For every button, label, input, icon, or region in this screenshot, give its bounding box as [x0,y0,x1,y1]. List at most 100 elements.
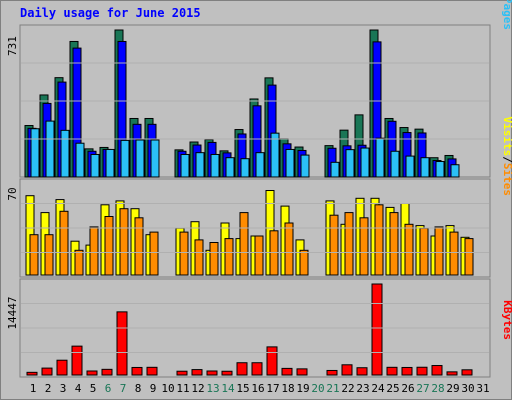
x-tick-label: 18 [281,382,294,395]
x-tick-label: 21 [326,382,339,395]
x-tick-label: 11 [176,382,189,395]
kbytes-bar [416,366,428,376]
legend-hits-files-pages: Hits/Files/Pages [501,0,512,30]
pages-bar [390,150,400,178]
pages-bar [60,129,70,178]
legend-item: Visits [501,117,512,157]
kbytes-bar [131,366,143,376]
x-tick-label: 25 [386,382,399,395]
x-tick-label: 16 [251,382,264,395]
sites-bar [74,249,84,276]
pages-bar [330,161,340,178]
x-tick-label: 9 [150,382,157,395]
x-tick-label: 1 [30,382,37,395]
sites-bar [299,249,309,276]
pages-bar [120,139,130,178]
pages-bar [210,153,220,178]
x-tick-label: 10 [161,382,174,395]
pages-bar [450,164,460,178]
chart-title: Daily usage for June 2015 [20,6,201,20]
kbytes-bar [326,369,338,376]
pages-bar [420,157,430,178]
sites-bar [434,226,444,276]
pages-bar [270,132,280,178]
x-tick-label: 24 [371,382,385,395]
pages-bar [135,139,145,178]
sites-bar [404,223,414,276]
pages-bar [435,161,445,178]
x-tick-label: 26 [401,382,414,395]
x-tick-label: 15 [236,382,249,395]
kbytes-bar [281,367,293,376]
kbytes-bar [221,370,233,376]
pages-bar [405,155,415,178]
kbytes-bar [146,366,158,376]
x-tick-label: 27 [416,382,429,395]
x-tick-label: 22 [341,382,354,395]
kbytes-bar [86,370,98,376]
kbytes-bar [401,366,413,376]
pages-bar [375,137,385,178]
kbytes-bar [446,371,458,376]
y-axis-max-label: 14447 [6,296,19,329]
pages-bar [285,148,295,178]
kbytes-bar [251,362,263,376]
sites-bar [419,227,429,276]
sites-bar [464,238,474,276]
sites-bar [44,234,54,276]
sites-bar [389,212,399,276]
x-tick-label: 6 [105,382,112,395]
sites-bar [179,231,189,276]
kbytes-bar [371,283,383,376]
x-tick-label: 8 [135,382,142,395]
plot-panels [19,24,491,378]
x-tick-label: 23 [356,382,369,395]
x-axis-labels: 1 2 3 4 5 6 7 8 9 10 11 12 13 14 15 16 17 18 19 20 21 22 23 24 2… [30,382,490,395]
legend-separator: / [501,156,512,163]
x-tick-label: 12 [191,382,204,395]
kbytes-bar [356,367,368,376]
x-tick-label: 30 [461,382,474,395]
kbytes-bar [431,365,443,376]
pages-bar [195,152,205,178]
pages-bar [150,139,160,178]
sites-bar [119,208,129,276]
kbytes-bar [341,364,353,376]
legend-item: Pages [501,0,512,30]
sites-bar [359,217,369,276]
kbytes-bar [266,346,278,376]
pages-bar [30,128,40,178]
kbytes-bar [26,371,38,376]
kbytes-bar [41,367,53,376]
sites-bar [194,239,204,276]
sites-bar [224,238,234,276]
kbytes-bar [71,345,83,376]
sites-bar [254,235,264,276]
pages-bar [360,147,370,178]
pages-bar [225,157,235,178]
bars [24,29,474,376]
kbytes-bar [236,362,248,376]
sites-bar [29,234,39,276]
kbytes-bar [56,359,68,376]
sites-bar [104,216,114,276]
legend-visits-sites: Visits/Sites [501,117,512,197]
y-axis-max-label: 731 [6,36,19,56]
kbytes-bar [116,311,128,376]
x-tick-label: 5 [90,382,97,395]
sites-bar [344,212,354,276]
sites-bar [59,210,69,276]
x-tick-label: 2 [45,382,52,395]
legend-item: Sites [501,163,512,196]
legend-kbytes: KBytes [501,300,512,340]
kbytes-bar [191,369,203,376]
sites-bar [89,226,99,276]
x-tick-label: 3 [60,382,67,395]
y-axis-max-label: 70 [6,187,19,200]
pages-bar [180,153,190,178]
x-tick-label: 13 [206,382,219,395]
sites-bar [149,231,159,276]
gridlines [21,62,489,353]
sites-bar [449,231,459,276]
